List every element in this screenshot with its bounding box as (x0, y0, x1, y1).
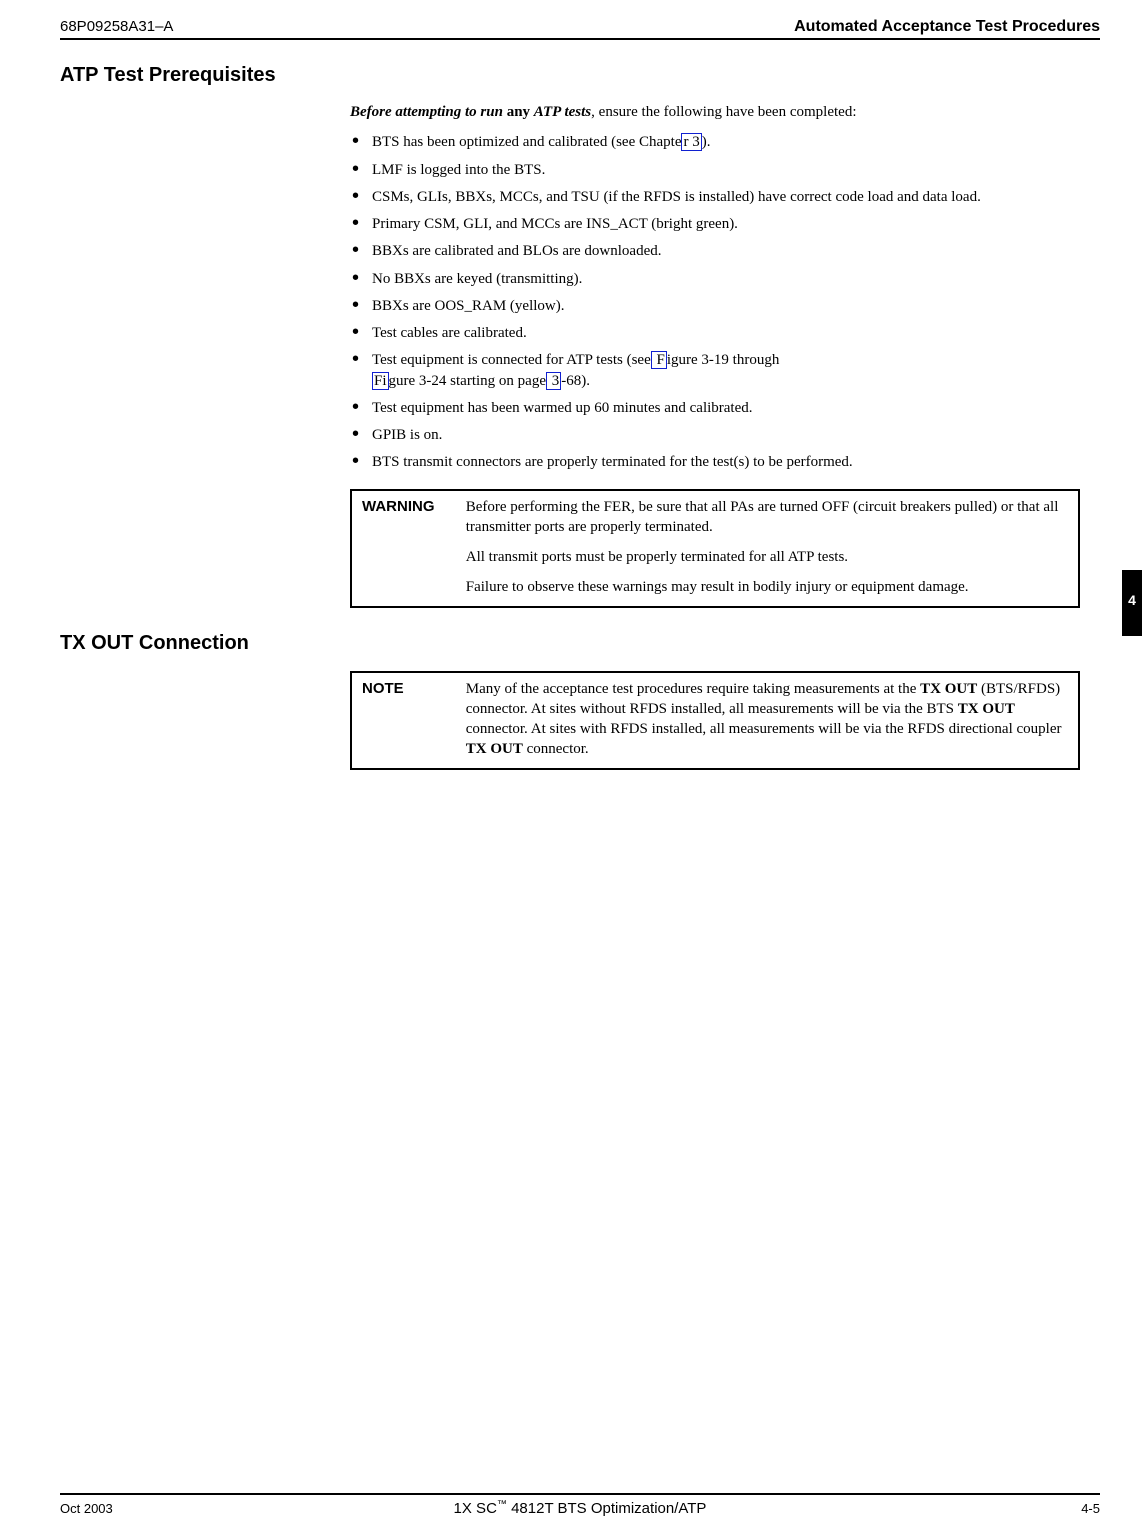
note-label: NOTE (362, 679, 462, 699)
list-item: CSMs, GLIs, BBXs, MCCs, and TSU (if the … (350, 187, 1080, 207)
footer-page-number: 4-5 (980, 1501, 1100, 1516)
intro-paragraph: Before attempting to run any ATP tests, … (350, 102, 1080, 122)
warning-label: WARNING (362, 497, 462, 517)
page-header: 68P09258A31–A Automated Acceptance Test … (60, 18, 1100, 40)
xref-link[interactable]: r 3 (681, 133, 701, 151)
page-footer: Oct 2003 1X SC™ 4812T BTS Optimization/A… (60, 1493, 1100, 1517)
xref-link[interactable]: 3 (546, 372, 561, 390)
section-body-txout: NOTE Many of the acceptance test procedu… (350, 671, 1080, 770)
xref-link[interactable]: Fi (372, 372, 389, 390)
note-text: Many of the acceptance test procedures r… (466, 679, 1062, 760)
section-heading-txout: TX OUT Connection (60, 632, 1100, 655)
doc-number: 68P09258A31–A (60, 18, 173, 36)
list-item: Test cables are calibrated. (350, 323, 1080, 343)
page: 68P09258A31–A Automated Acceptance Test … (0, 0, 1142, 1537)
footer-title: 1X SC™ 4812T BTS Optimization/ATP (180, 1499, 980, 1517)
list-item: Test equipment is connected for ATP test… (350, 350, 1080, 391)
list-item: BBXs are calibrated and BLOs are downloa… (350, 241, 1080, 261)
note-box: NOTE Many of the acceptance test procedu… (350, 671, 1080, 770)
prereq-list: BTS has been optimized and calibrated (s… (350, 132, 1080, 472)
list-item: BBXs are OOS_RAM (yellow). (350, 296, 1080, 316)
list-item: LMF is logged into the BTS. (350, 160, 1080, 180)
list-item: GPIB is on. (350, 425, 1080, 445)
xref-link[interactable]: F (651, 351, 667, 369)
doc-title: Automated Acceptance Test Procedures (794, 18, 1100, 36)
warning-text: Before performing the FER, be sure that … (466, 497, 1062, 598)
warning-box: WARNING Before performing the FER, be su… (350, 489, 1080, 608)
chapter-tab: 4 (1122, 570, 1142, 636)
list-item: Test equipment has been warmed up 60 min… (350, 398, 1080, 418)
list-item: Primary CSM, GLI, and MCCs are INS_ACT (… (350, 214, 1080, 234)
footer-date: Oct 2003 (60, 1501, 180, 1516)
list-item: BTS has been optimized and calibrated (s… (350, 132, 1080, 152)
section-body-prereq: Before attempting to run any ATP tests, … (350, 102, 1080, 608)
chapter-tab-number: 4 (1122, 592, 1142, 608)
section-heading-prereq: ATP Test Prerequisites (60, 64, 1100, 87)
list-item: BTS transmit connectors are properly ter… (350, 452, 1080, 472)
list-item: No BBXs are keyed (transmitting). (350, 269, 1080, 289)
